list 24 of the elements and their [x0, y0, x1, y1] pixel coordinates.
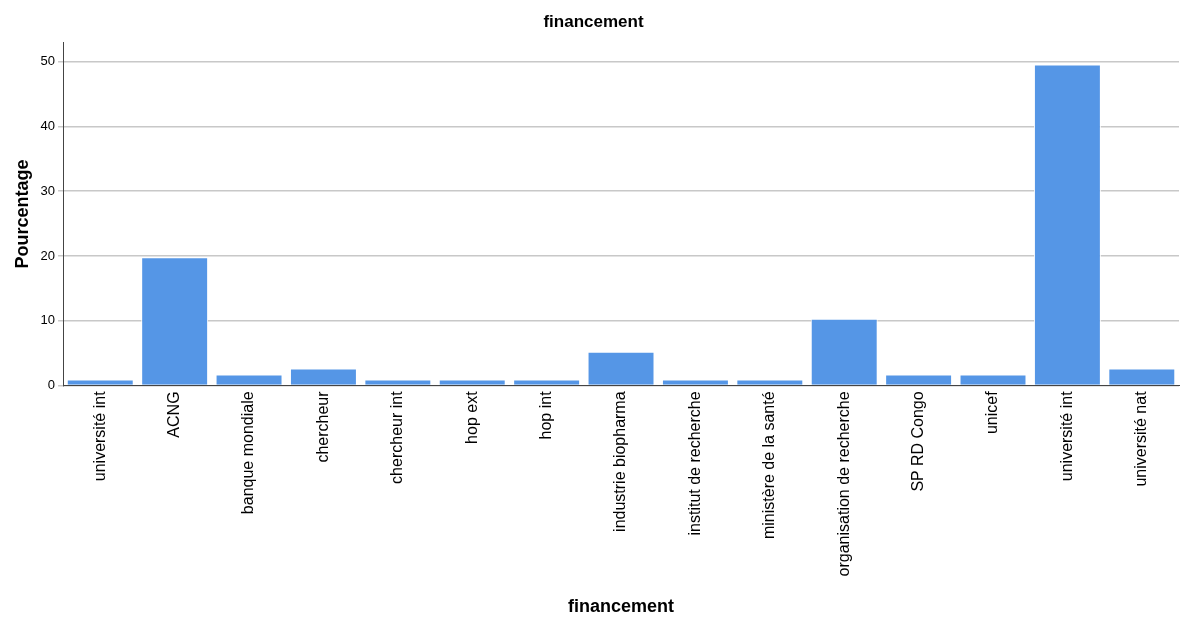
x-tick-label: organisation de recherche — [834, 391, 852, 577]
y-axis-title: Pourcentage — [11, 159, 32, 269]
x-axis-title: financement — [568, 596, 675, 617]
x-tick-label: industrie biopharma — [611, 391, 629, 532]
x-tick-label: unicef — [983, 390, 1001, 435]
x-tick-label: SP RD Congo — [909, 391, 927, 492]
y-tick-label: 20 — [40, 247, 56, 263]
x-tick-label: université int — [1057, 390, 1075, 482]
y-tick-label: 50 — [40, 53, 56, 69]
x-tick-label: université nat — [1132, 390, 1150, 487]
x-tick-label: ministère de la santé — [760, 391, 778, 540]
x-tick-label: chercheur — [313, 390, 331, 463]
y-tick-label: 40 — [40, 118, 56, 134]
x-tick-label: ACNG — [165, 391, 183, 438]
x-tick-label: hop ext — [462, 390, 480, 444]
y-tick-label: 10 — [40, 312, 56, 328]
y-tick-label: 30 — [40, 182, 56, 198]
x-tick-label: hop int — [537, 390, 555, 440]
x-tick-label: chercheur int — [388, 390, 406, 484]
x-tick-label: université int — [90, 390, 108, 482]
x-tick-label: institut de recherche — [685, 391, 703, 536]
x-tick-label: banque mondiale — [239, 391, 257, 515]
y-tick-label: 0 — [47, 376, 56, 392]
chart-title: financement — [543, 11, 644, 31]
